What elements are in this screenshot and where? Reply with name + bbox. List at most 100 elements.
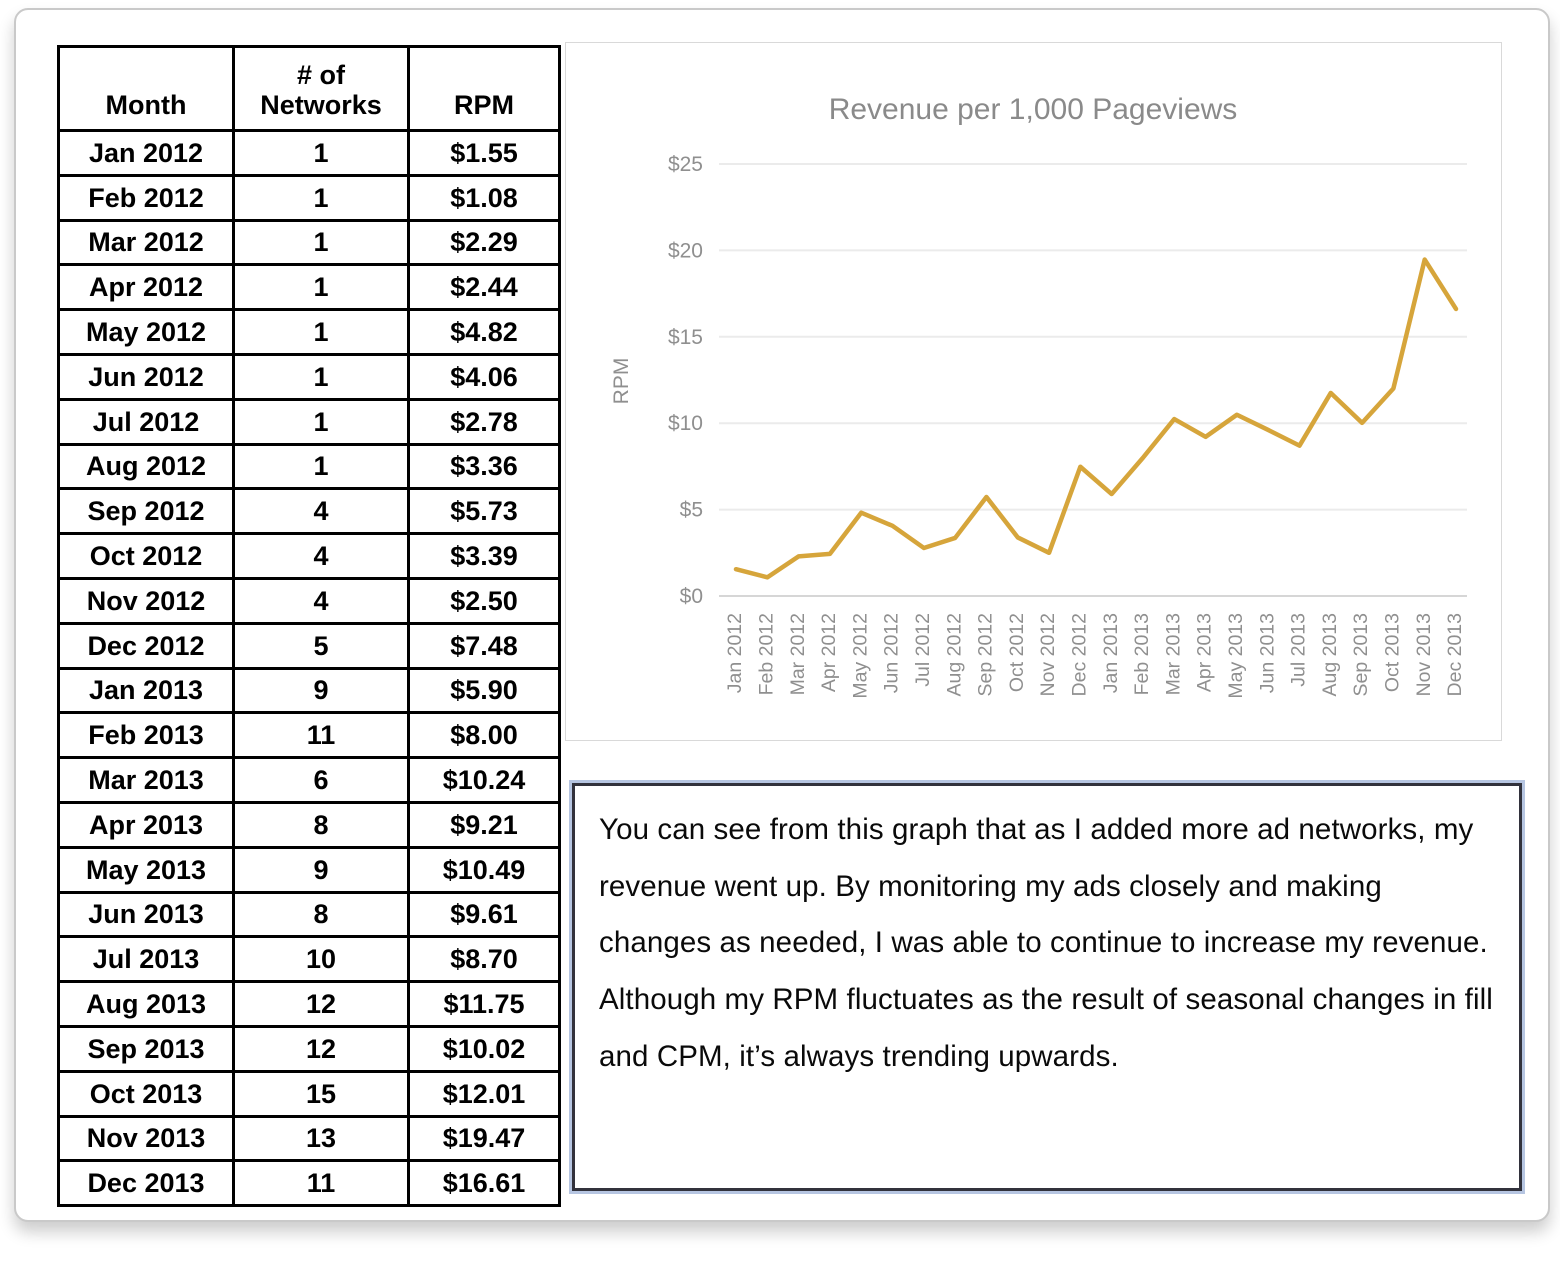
x-tick-label: Aug 2013	[1319, 613, 1341, 697]
x-tick-label: Dec 2013	[1444, 613, 1466, 696]
table-row: Jul 2013 10 $8.70	[57, 935, 561, 984]
table-row: Nov 2012 4 $2.50	[57, 576, 561, 625]
x-tick-label: Nov 2013	[1413, 613, 1435, 696]
cell-month: Nov 2012	[57, 576, 235, 625]
cell-networks: 1	[232, 218, 410, 267]
cell-month: Nov 2013	[57, 1114, 235, 1163]
table-body: Jan 2012 1 $1.55 Feb 2012 1 $1.08 Mar 2012 1 $2.…	[57, 129, 561, 1208]
cell-networks: 4	[232, 576, 410, 625]
cell-networks: 4	[232, 487, 410, 536]
x-tick-label: Feb 2013	[1131, 613, 1153, 695]
cell-networks: 6	[232, 756, 410, 804]
note-box: You can see from this graph that as I ad…	[572, 783, 1522, 1191]
cell-rpm: $4.06	[407, 352, 561, 401]
x-tick-label: Jun 2012	[881, 613, 903, 693]
cell-networks: 12	[232, 980, 410, 1028]
cell-networks: 1	[232, 173, 410, 222]
cell-month: Apr 2013	[57, 800, 235, 849]
cell-networks: 1	[232, 308, 410, 356]
cell-month: Apr 2012	[57, 263, 235, 312]
cell-rpm: $2.78	[407, 397, 561, 446]
cell-rpm: $5.73	[407, 487, 561, 536]
cell-rpm: $11.75	[407, 980, 561, 1028]
table-row: Mar 2012 1 $2.29	[57, 218, 561, 267]
x-tick-label: Jun 2013	[1256, 613, 1278, 693]
cell-month: Sep 2013	[57, 1024, 235, 1073]
rpm-chart-panel: Revenue per 1,000 Pageviews RPM $0 $5 $10 $…	[565, 42, 1502, 741]
x-tick-label: Aug 2012	[943, 613, 965, 697]
cell-networks: 9	[232, 845, 410, 894]
x-tick-label: Dec 2012	[1069, 613, 1091, 696]
table-row: Feb 2013 11 $8.00	[57, 711, 561, 760]
cell-month: Mar 2013	[57, 756, 235, 804]
cell-rpm: $3.36	[407, 442, 561, 491]
cell-rpm: $2.50	[407, 576, 561, 625]
cell-networks: 12	[232, 1024, 410, 1073]
table-row: Apr 2012 1 $2.44	[57, 263, 561, 312]
cell-networks: 8	[232, 800, 410, 849]
cell-month: Feb 2013	[57, 711, 235, 760]
cell-networks: 1	[232, 263, 410, 312]
cell-month: Mar 2012	[57, 218, 235, 267]
rpm-data-table: Month # of Networks RPM Jan 2012 1 $1.55 Fe…	[57, 45, 561, 1208]
cell-rpm: $19.47	[407, 1114, 561, 1163]
y-tick-label: $0	[680, 585, 703, 608]
cell-month: May 2013	[57, 845, 235, 894]
table-row: Oct 2013 15 $12.01	[57, 1069, 561, 1118]
table-row: May 2013 9 $10.49	[57, 845, 561, 894]
cell-networks: 10	[232, 935, 410, 984]
cell-month: Jul 2013	[57, 935, 235, 984]
cell-networks: 8	[232, 890, 410, 939]
x-tick-label: May 2012	[849, 613, 871, 699]
cell-rpm: $12.01	[407, 1069, 561, 1118]
cell-networks: 1	[232, 442, 410, 491]
chart-grid-and-series: $0 $5 $10 $15 $20 $25 Jan 2012 Feb 2012 Mar 2012…	[668, 153, 1467, 699]
cell-rpm: $4.82	[407, 308, 561, 356]
table-row: Oct 2012 4 $3.39	[57, 532, 561, 580]
cell-rpm: $7.48	[407, 621, 561, 670]
cell-rpm: $9.61	[407, 890, 561, 939]
table-header: Month # of Networks RPM	[57, 45, 561, 132]
cell-month: Oct 2012	[57, 532, 235, 580]
cell-rpm: $1.55	[407, 129, 561, 177]
cell-rpm: $10.49	[407, 845, 561, 894]
y-tick-label: $25	[668, 153, 703, 176]
table-row: Jan 2013 9 $5.90	[57, 666, 561, 715]
x-tick-label: Oct 2013	[1382, 613, 1404, 692]
table-row: Nov 2013 13 $19.47	[57, 1114, 561, 1163]
table-row: Aug 2012 1 $3.36	[57, 442, 561, 491]
x-tick-label: Jan 2013	[1100, 613, 1122, 693]
x-tick-label: Jul 2012	[912, 613, 934, 687]
cell-rpm: $16.61	[407, 1159, 561, 1208]
x-tick-label: Jul 2013	[1288, 613, 1310, 687]
x-tick-label: Mar 2013	[1162, 613, 1184, 695]
cell-rpm: $10.24	[407, 756, 561, 804]
note-text: You can see from this graph that as I ad…	[599, 813, 1493, 1073]
table-row: Jan 2012 1 $1.55	[57, 129, 561, 177]
cell-networks: 5	[232, 621, 410, 670]
cell-month: Jun 2012	[57, 352, 235, 401]
column-header-rpm: RPM	[407, 45, 561, 132]
cell-month: Jan 2012	[57, 129, 235, 177]
cell-month: Dec 2012	[57, 621, 235, 670]
cell-month: Sep 2012	[57, 487, 235, 536]
table-row: Feb 2012 1 $1.08	[57, 173, 561, 222]
cell-networks: 15	[232, 1069, 410, 1118]
cell-networks: 11	[232, 711, 410, 760]
cell-networks: 1	[232, 352, 410, 401]
y-tick-label: $5	[680, 499, 703, 522]
table-row: Sep 2013 12 $10.02	[57, 1024, 561, 1073]
x-tick-label: Apr 2013	[1194, 613, 1216, 692]
cell-rpm: $2.29	[407, 218, 561, 267]
cell-networks: 4	[232, 532, 410, 580]
x-tick-label: Sep 2012	[975, 613, 997, 697]
cell-month: Feb 2012	[57, 173, 235, 222]
cell-rpm: $1.08	[407, 173, 561, 222]
cell-rpm: $5.90	[407, 666, 561, 715]
cell-rpm: $9.21	[407, 800, 561, 849]
chart-title: Revenue per 1,000 Pageviews	[829, 93, 1238, 126]
cell-month: Oct 2013	[57, 1069, 235, 1118]
table-row: Mar 2013 6 $10.24	[57, 756, 561, 804]
column-header-networks: # of Networks	[232, 45, 410, 132]
table-row: Apr 2013 8 $9.21	[57, 800, 561, 849]
